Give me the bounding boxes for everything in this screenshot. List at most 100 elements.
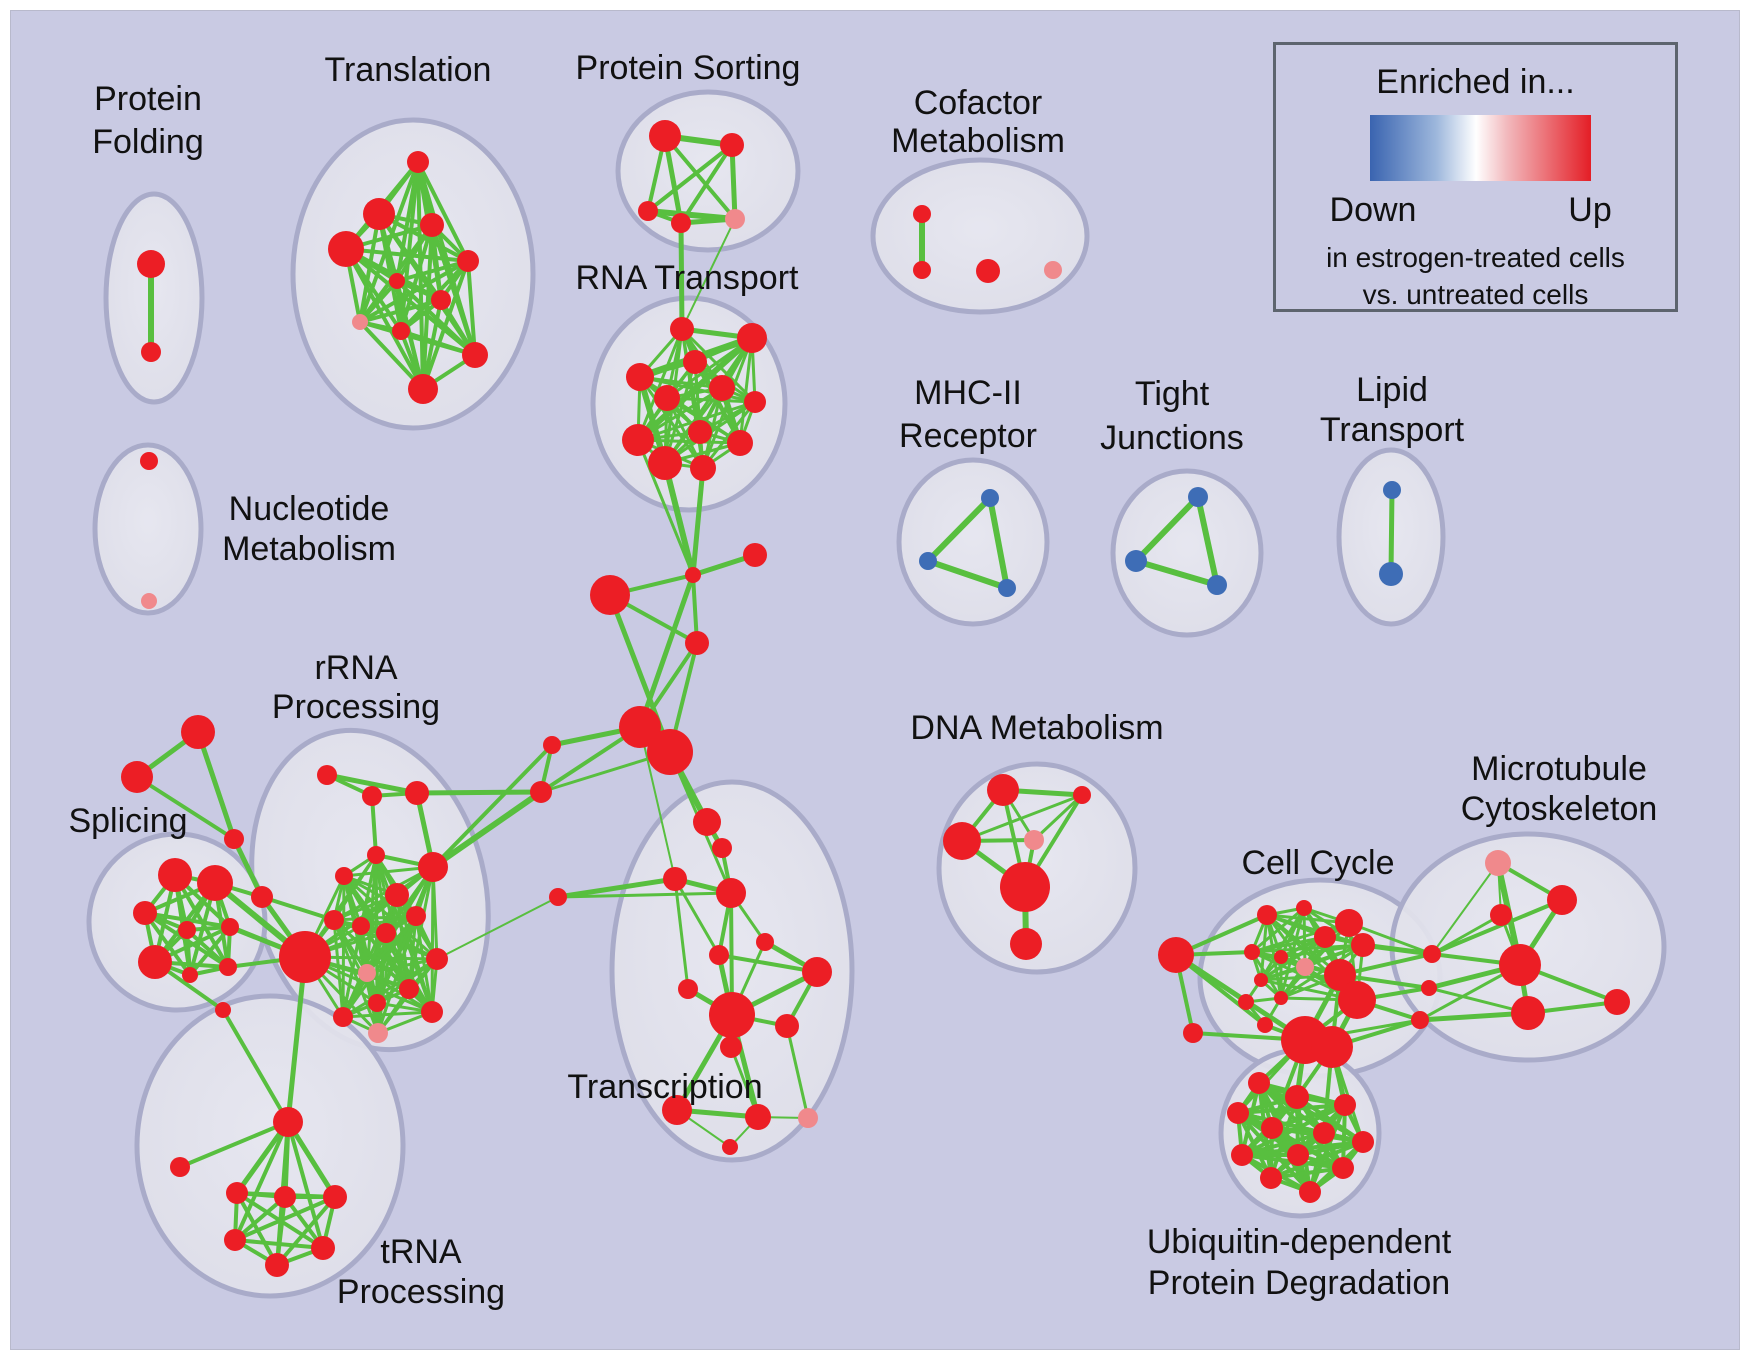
gene-set-node (1338, 981, 1376, 1019)
gene-set-node (1285, 1085, 1309, 1109)
cluster-label-nm-line1: Nucleotide (229, 490, 390, 528)
gene-set-node (141, 342, 161, 362)
similarity-edge (430, 223, 443, 302)
gene-set-node (712, 838, 732, 858)
similarity-edge (414, 914, 434, 1014)
similarity-edge (701, 386, 724, 470)
gene-set-node (265, 1253, 289, 1277)
gene-set-node (368, 994, 386, 1012)
gene-set-node (919, 552, 937, 570)
gene-set-node (224, 1229, 246, 1251)
gene-set-node (328, 231, 364, 267)
similarity-edge (332, 865, 435, 922)
gene-set-node (368, 1023, 388, 1043)
gene-set-node (743, 543, 767, 567)
similarity-edge (636, 438, 695, 577)
similarity-edge (324, 772, 420, 796)
gene-set-node (654, 385, 680, 411)
gene-set-node (1044, 261, 1062, 279)
gene-set-node (626, 363, 654, 391)
legend: Enriched in... Down Up in estrogen-treat… (1273, 42, 1678, 312)
cluster-label-mt-line2: Cytoskeleton (1461, 790, 1658, 828)
similarity-edge (430, 223, 477, 357)
gene-set-node (392, 322, 410, 340)
gene-set-node (352, 314, 368, 330)
similarity-edge (663, 134, 737, 221)
gene-set-node (1296, 900, 1312, 916)
gene-set-node (367, 846, 385, 864)
cluster-label-cc-line1: Cell Cycle (1241, 844, 1394, 882)
gene-set-node (622, 424, 654, 456)
gene-set-node (1421, 980, 1437, 996)
gene-set-node (133, 901, 157, 925)
gene-set-node (590, 575, 630, 615)
cluster-label-tn-line1: tRNA (380, 1233, 462, 1271)
similarity-edge (286, 1120, 325, 1250)
gene-set-node (1227, 1102, 1249, 1124)
gene-set-node (323, 1185, 347, 1209)
similarity-edge (1430, 913, 1503, 956)
gene-set-node (798, 1108, 818, 1128)
gene-set-node (1000, 862, 1050, 912)
gene-set-node (725, 209, 745, 229)
similarity-edge (1250, 906, 1306, 954)
gene-set-node (1383, 481, 1401, 499)
similarity-edge (365, 957, 439, 975)
gene-set-node (671, 213, 691, 233)
similarity-edge (430, 865, 435, 1014)
gene-set-node (178, 921, 196, 939)
gene-set-node (663, 867, 687, 891)
gene-set-node (274, 1186, 296, 1208)
gene-set-node (1125, 550, 1147, 572)
gene-set-node (1010, 928, 1042, 960)
gene-set-node (251, 886, 273, 908)
gene-set-node (1158, 937, 1194, 973)
similarity-edge (188, 925, 232, 977)
gene-set-node (317, 765, 337, 785)
gene-set-node (685, 631, 709, 655)
similarity-edge (555, 876, 678, 900)
gene-set-node (543, 736, 561, 754)
cluster-label-tx-line1: Transcription (567, 1068, 762, 1106)
gene-set-node (1238, 994, 1254, 1010)
gene-set-node (420, 213, 444, 237)
similarity-edge (358, 259, 470, 324)
gene-set-node (1207, 575, 1227, 595)
similarity-edge (673, 877, 690, 991)
similarity-edge (358, 320, 425, 391)
gene-set-node (1188, 487, 1208, 507)
similarity-edge (1347, 921, 1434, 956)
gene-set-node (405, 781, 429, 805)
cluster-label-pf-line1: Protein (94, 80, 202, 118)
gene-set-node (1335, 909, 1363, 937)
gene-set-node (457, 250, 479, 272)
similarity-edge (636, 438, 742, 445)
cluster-label-rr-line2: Processing (272, 688, 440, 726)
similarity-edge (260, 895, 336, 922)
gene-set-node (1547, 885, 1577, 915)
gene-set-node (716, 878, 746, 908)
gene-set-node (138, 945, 172, 979)
similarity-edge (1195, 494, 1220, 588)
gene-set-node (182, 967, 198, 983)
gene-set-node (1313, 1122, 1335, 1144)
gene-set-node (421, 1001, 443, 1023)
gene-set-node (1254, 973, 1268, 987)
gene-set-node (1499, 944, 1541, 986)
similarity-edge (701, 400, 757, 470)
similarity-edge (681, 218, 736, 330)
gene-set-node (662, 1095, 692, 1125)
similarity-edge (395, 893, 434, 1014)
similarity-edge (195, 729, 237, 842)
similarity-edge (359, 924, 434, 1014)
gene-set-node (685, 567, 701, 583)
gene-set-node (1261, 1117, 1283, 1139)
cluster-label-tj-line1: Tight (1135, 375, 1210, 413)
similarity-edge (1427, 986, 1530, 1015)
gene-set-node (137, 250, 165, 278)
gene-set-node (1324, 959, 1356, 991)
cluster-ellipse-ps (615, 89, 801, 253)
gene-set-node (1296, 958, 1314, 976)
gene-set-node (647, 729, 693, 775)
similarity-edge (275, 1195, 337, 1267)
